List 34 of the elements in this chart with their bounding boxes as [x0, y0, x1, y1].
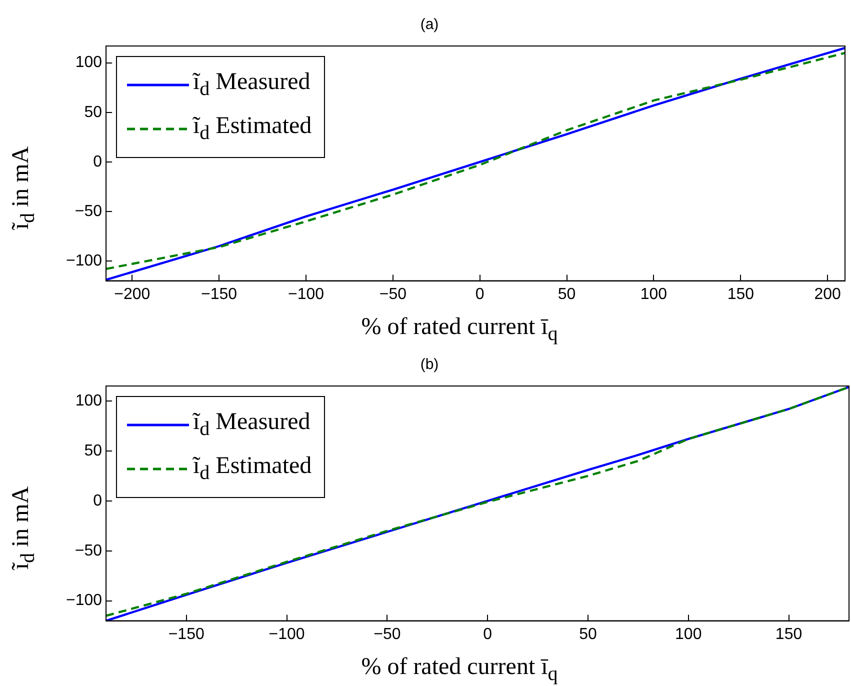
x-tick-label: 0	[483, 626, 492, 643]
x-tick-label: 50	[579, 626, 597, 643]
y-tick-label: −50	[74, 202, 102, 220]
chart-title: (a)	[419, 16, 440, 33]
x-axis-title: % of rated current ī$_{q}$	[360, 654, 559, 686]
x-tick-label: −150	[168, 626, 204, 643]
legend-label: ĩ$_{d}$ Estimated	[193, 113, 312, 145]
x-tick-label: 100	[675, 626, 702, 643]
x-tick-label: 50	[558, 286, 576, 303]
x-tick-label: −50	[374, 626, 401, 643]
chart-title: (b)	[419, 356, 440, 373]
legend-label: ĩ$_{d}$ Measured	[193, 409, 310, 441]
y-tick-label: 100	[75, 392, 102, 410]
y-tick-label: −50	[74, 542, 102, 560]
x-tick-label: 150	[775, 626, 802, 643]
y-tick-label: 100	[75, 54, 102, 72]
x-tick-label: −50	[379, 286, 407, 303]
legend-label: ĩ$_{d}$ Measured	[193, 69, 310, 101]
y-tick-label: 50	[84, 442, 102, 460]
x-tick-label: 200	[814, 286, 842, 303]
y-tick-label: −100	[66, 592, 102, 610]
x-axis-title: % of rated current ī$_{q}$	[360, 314, 559, 346]
x-tick-label: −100	[268, 626, 305, 643]
y-tick-label: 0	[93, 153, 102, 170]
x-tick-label: −200	[114, 286, 150, 303]
x-tick-label: −100	[288, 286, 324, 303]
y-tick-label: 50	[84, 104, 102, 121]
y-tick-label: −100	[66, 252, 102, 270]
legend-label: ĩ$_{d}$ Estimated	[193, 453, 312, 485]
x-tick-label: −150	[201, 286, 238, 303]
x-tick-label: 100	[640, 286, 668, 303]
x-tick-label: 0	[475, 286, 484, 303]
x-tick-label: 150	[727, 286, 754, 303]
y-tick-label: 0	[93, 492, 102, 510]
